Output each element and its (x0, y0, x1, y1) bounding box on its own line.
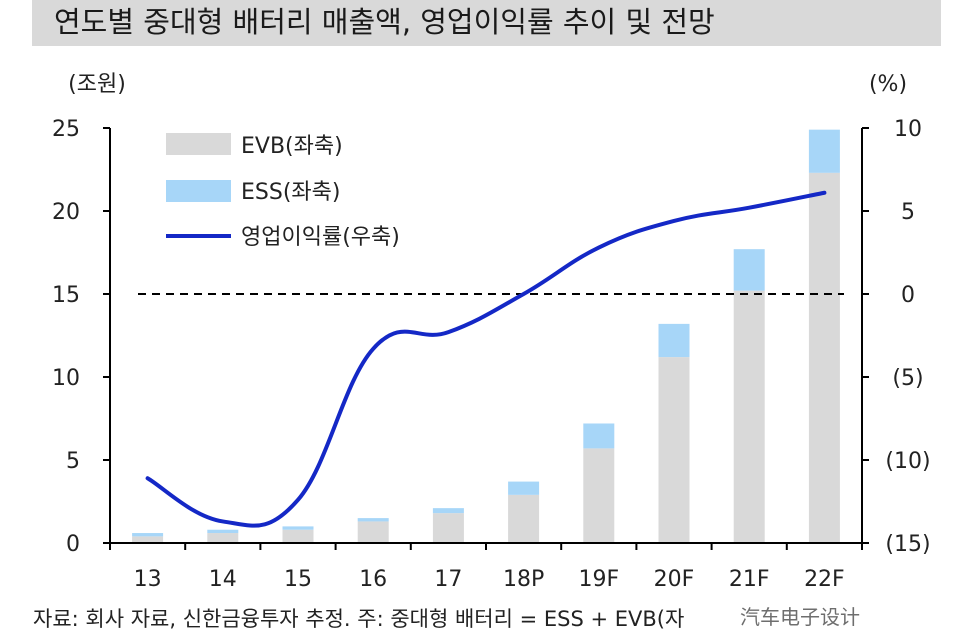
x-tick-label: 21F (729, 567, 770, 592)
right-tick-label: (10) (885, 449, 930, 474)
watermark: 汽车电子设计 (740, 602, 860, 632)
left-tick-label: 0 (66, 532, 80, 557)
evb-bar (733, 290, 765, 543)
left-tick-label: 15 (52, 283, 80, 308)
legend-swatch-evb (166, 133, 231, 155)
evb-bar (583, 448, 615, 543)
x-tick-label: 15 (284, 567, 312, 592)
right-tick-label: 0 (901, 283, 915, 308)
evb-bar (808, 172, 840, 543)
right-tick-label: 10 (894, 117, 922, 142)
x-tick-label: 22F (804, 567, 845, 592)
x-tick-label: 17 (434, 567, 462, 592)
x-tick-label: 20F (654, 567, 695, 592)
x-tick-label: 19F (578, 567, 619, 592)
evb-bar (432, 513, 464, 543)
right-axis-label: (%) (869, 72, 907, 97)
page-title: 연도별 중대형 배터리 매출액, 영업이익률 추이 및 전망 (54, 5, 715, 39)
evb-bar (207, 533, 239, 543)
x-tick-label: 18P (503, 567, 544, 592)
evb-bar (132, 536, 164, 543)
x-tick-label: 14 (209, 567, 237, 592)
left-tick-label: 20 (52, 200, 80, 225)
ess-bar (357, 518, 389, 522)
evb-bar (508, 494, 540, 543)
evb-bar (282, 529, 314, 543)
evb-bar (357, 521, 389, 543)
legend-swatch-ess (166, 180, 231, 202)
ess-bar (282, 526, 314, 530)
left-axis-label: (조원) (68, 72, 126, 97)
source-note: 자료: 회사 자료, 신한금융투자 추정. 주: 중대형 배터리 = ESS +… (33, 607, 685, 631)
axes-group: 0 5 10 15 20 25 (15) (10) (5) 0 5 10 13 14 15 16 17 18P 19… (52, 72, 931, 592)
ess-bar (733, 249, 765, 291)
legend: EVB(좌축) ESS(좌축) 영업이익률(우축) (166, 133, 400, 250)
legend-label-evb: EVB(좌축) (241, 134, 343, 159)
legend-label-margin: 영업이익률(우축) (241, 225, 400, 250)
operating-margin-line (145, 190, 827, 528)
evb-bar (658, 357, 690, 543)
ess-bar (658, 323, 690, 358)
x-tick-label: 13 (134, 567, 162, 592)
right-tick-label: (15) (885, 532, 930, 557)
ess-bar (432, 508, 464, 514)
ess-bar (808, 129, 840, 173)
legend-label-ess: ESS(좌축) (241, 180, 340, 205)
left-tick-label: 25 (52, 117, 80, 142)
right-tick-label: (5) (892, 366, 923, 391)
margin-line-group (145, 190, 827, 528)
ess-bar (508, 481, 540, 495)
left-tick-label: 10 (52, 366, 80, 391)
ess-bar (583, 423, 615, 449)
title-bar: 연도별 중대형 배터리 매출액, 영업이익률 추이 및 전망 (32, 0, 941, 46)
left-tick-label: 5 (66, 449, 80, 474)
chart: 0 5 10 15 20 25 (15) (10) (5) 0 5 10 13 14 15 16 17 18P 19… (52, 72, 931, 592)
x-tick-label: 16 (359, 567, 387, 592)
right-tick-label: 5 (901, 200, 915, 225)
ess-bar (132, 533, 164, 537)
ess-bar (207, 529, 239, 534)
bars-group (132, 129, 840, 543)
